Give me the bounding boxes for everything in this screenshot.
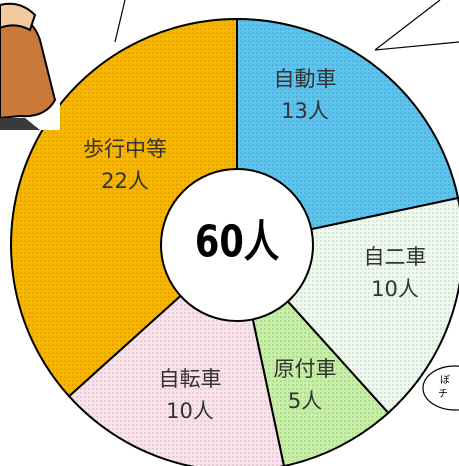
slice-label: 原付車	[274, 357, 337, 381]
speech-line	[375, 42, 459, 50]
total-label: 60人	[195, 217, 279, 268]
value-label: 5人	[288, 389, 322, 413]
illustration	[0, 0, 60, 130]
slice-label: 自転車	[159, 367, 222, 391]
slice-label: 自動車	[274, 67, 337, 91]
speech-line	[115, 0, 125, 42]
chart: 自動車13人自二車10人原付車5人自転車10人歩行中等22人 ぼ チ 60人	[0, 0, 459, 466]
value-label: 10人	[371, 277, 419, 301]
slice-label: 歩行中等	[83, 137, 167, 161]
value-label: 13人	[281, 99, 329, 123]
speech-line	[375, 0, 440, 50]
annotation: ぼ	[440, 374, 450, 386]
value-label: 10人	[166, 399, 214, 423]
slice-label: 自二車	[364, 245, 427, 269]
bubble	[423, 366, 459, 410]
annotation: チ	[438, 388, 448, 400]
value-label: 22人	[101, 169, 149, 193]
